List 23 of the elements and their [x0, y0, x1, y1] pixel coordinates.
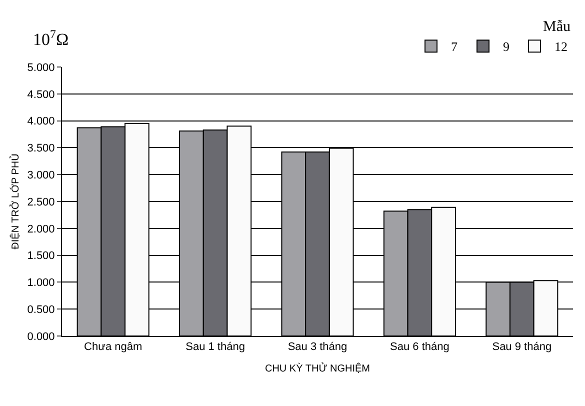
text: 10$^{7}$Ω: [33, 27, 69, 50]
y-tick-label: 1.000: [27, 277, 55, 290]
y-tick-label: 3.000: [27, 169, 55, 182]
y-tick-label: 2.000: [27, 223, 55, 236]
y-tick-label: 3.500: [27, 142, 55, 155]
y-tick-label: 2.500: [27, 196, 55, 208]
y-tick-label: 1.500: [27, 250, 55, 262]
y-tick-label: 5.000: [27, 62, 55, 74]
legend-label: 9: [503, 39, 510, 54]
y-axis-title: ĐIỆN TRỞ LỚP PHỦ: [9, 154, 22, 250]
y-tick-label: 4.500: [27, 88, 55, 101]
x-tick-label: Sau 1 tháng: [186, 341, 245, 354]
legend-label: 7: [451, 39, 458, 54]
y-tick-label: 0.000: [27, 330, 55, 343]
x-tick-label: Chưa ngâm: [84, 341, 142, 354]
x-axis-title: CHU KỲ THỬ NGHIỆM: [264, 362, 370, 375]
x-tick-label: Sau 3 tháng: [288, 341, 348, 354]
legend-title: Mẫu: [543, 19, 571, 36]
legend-label: 12: [554, 39, 568, 54]
x-tick-label: Sau 6 tháng: [390, 341, 450, 354]
y-tick-label: 0.500: [27, 304, 55, 316]
y-tick-label: 4.000: [27, 116, 55, 128]
x-tick-label: Sau 9 tháng: [492, 341, 552, 354]
